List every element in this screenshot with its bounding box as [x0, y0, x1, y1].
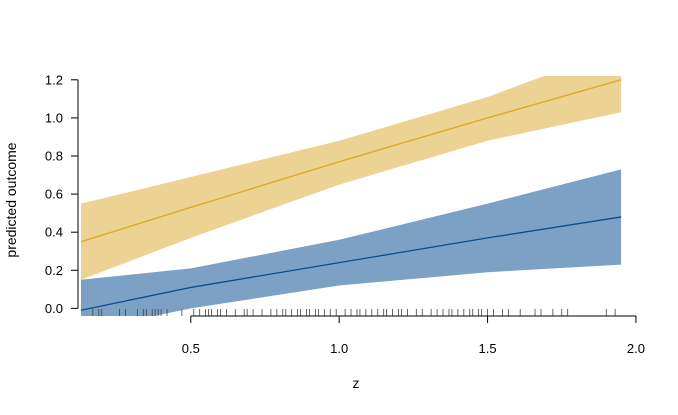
x-axis-label: z: [353, 375, 360, 391]
confidence-band-1: [80, 76, 622, 280]
y-tick-label: 1.2: [45, 72, 63, 87]
x-tick-label: 1.0: [330, 341, 348, 356]
y-tick-label: 0.0: [45, 301, 63, 316]
y-tick-label: 0.6: [45, 187, 63, 202]
fit-line-2: [80, 216, 622, 311]
confidence-bands: [80, 76, 622, 316]
fit-line-1: [80, 79, 622, 243]
y-axis-label: predicted outcome: [3, 142, 19, 257]
x-tick-label: 2.0: [627, 341, 645, 356]
x-tick-label: 0.5: [182, 341, 200, 356]
x-tick-label: 1.5: [479, 341, 497, 356]
y-tick-label: 0.4: [45, 225, 63, 240]
x-axis: 0.5 1.0 1.5 2.0: [182, 315, 645, 356]
y-tick-label: 0.2: [45, 263, 63, 278]
y-tick-label: 1.0: [45, 110, 63, 125]
fit-lines: [80, 79, 622, 311]
confidence-band-2: [80, 169, 622, 316]
y-tick-label: 0.8: [45, 149, 63, 164]
y-axis: 0.0 0.2 0.4 0.6 0.8 1.0 1.2: [45, 72, 79, 316]
rug-marks: [92, 309, 616, 316]
